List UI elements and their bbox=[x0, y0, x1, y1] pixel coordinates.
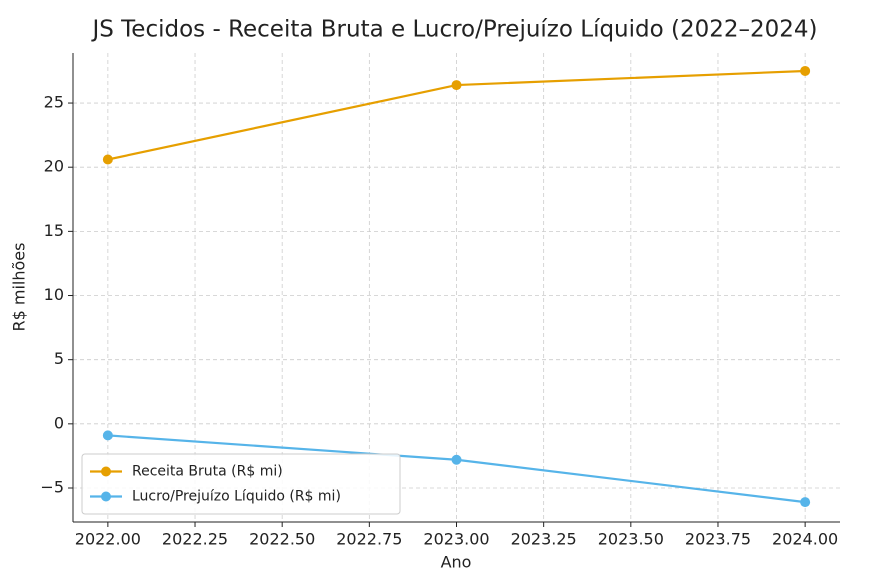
chart-title: JS Tecidos - Receita Bruta e Lucro/Preju… bbox=[90, 17, 817, 43]
y-tick-label: 25 bbox=[44, 93, 64, 112]
x-tick-label: 2024.00 bbox=[772, 530, 838, 549]
legend-marker bbox=[101, 466, 111, 477]
y-axis-label: R$ milhões bbox=[10, 243, 29, 332]
x-tick-label: 2022.75 bbox=[336, 530, 402, 549]
point bbox=[800, 497, 811, 508]
legend bbox=[81, 453, 401, 515]
legend-marker bbox=[101, 491, 111, 502]
x-tick-label: 2022.50 bbox=[249, 530, 315, 549]
legend-label: Lucro/Prejuízo Líquido (R$ mi) bbox=[132, 489, 341, 505]
y-tick-label: 15 bbox=[44, 221, 64, 240]
x-tick-label: 2023.75 bbox=[685, 530, 751, 549]
point bbox=[451, 454, 462, 465]
x-tick-label: 2023.25 bbox=[511, 530, 577, 549]
x-tick-label: 2022.25 bbox=[162, 530, 228, 549]
y-tick-label: 0 bbox=[54, 413, 64, 432]
legend-label: Receita Bruta (R$ mi) bbox=[132, 464, 283, 480]
y-tick-label: −5 bbox=[40, 477, 64, 496]
x-tick-label: 2022.00 bbox=[75, 530, 141, 549]
point bbox=[102, 154, 113, 165]
point bbox=[102, 430, 113, 441]
point bbox=[451, 80, 462, 91]
x-tick-label: 2023.00 bbox=[423, 530, 489, 549]
point bbox=[800, 65, 811, 76]
x-tick-label: 2023.50 bbox=[598, 530, 664, 549]
x-axis-label: Ano bbox=[441, 553, 472, 571]
y-tick-label: 20 bbox=[44, 157, 64, 176]
y-tick-label: 5 bbox=[54, 349, 64, 368]
y-tick-label: 10 bbox=[44, 285, 64, 304]
